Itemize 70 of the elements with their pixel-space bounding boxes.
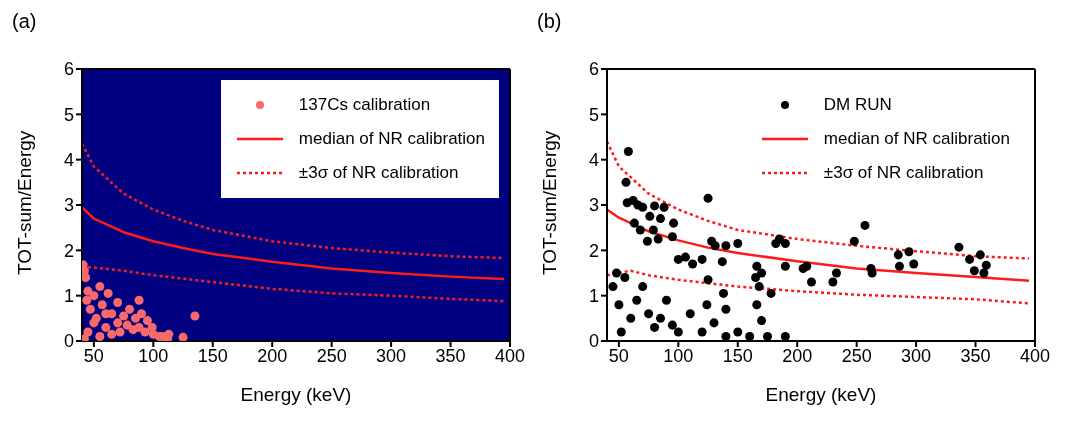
- point: [82, 273, 91, 283]
- x-axis-title: Energy (keV): [765, 384, 877, 405]
- y-tick-label: 3: [588, 195, 599, 216]
- point: [190, 311, 200, 321]
- y-tick-label: 1: [588, 286, 599, 307]
- point: [134, 295, 144, 305]
- point: [115, 327, 125, 337]
- point: [125, 304, 135, 314]
- x-tick-label: 50: [83, 345, 104, 366]
- point: [95, 331, 105, 341]
- y-tick-label: 0: [63, 331, 74, 352]
- x-tick-label: 200: [782, 345, 813, 366]
- x-tick-label: 100: [138, 345, 169, 366]
- point: [83, 286, 93, 296]
- y-tick-label: 2: [63, 240, 74, 261]
- x-tick-label: 200: [257, 345, 288, 366]
- x-tick-label: 400: [494, 345, 526, 366]
- legend-label: median of NR calibration: [823, 129, 1010, 149]
- point: [113, 297, 123, 307]
- point: [164, 329, 174, 339]
- x-tick-label: 350: [960, 345, 991, 366]
- x-tick-label: 300: [901, 345, 932, 366]
- y-tick-label: 5: [588, 104, 599, 125]
- y-tick-label: 3: [63, 195, 74, 216]
- point: [97, 300, 107, 310]
- x-tick-label: 250: [316, 345, 347, 366]
- y-tick-label: 0: [588, 331, 599, 352]
- y-tick-label: 5: [63, 104, 74, 125]
- point: [136, 309, 146, 319]
- y-axis-title: TOT-sum/Energy: [13, 130, 35, 275]
- point: [82, 295, 92, 305]
- point: [85, 304, 95, 314]
- chart-title: (b): [537, 10, 562, 33]
- chart-title: (a): [12, 10, 37, 33]
- y-tick-label: 2: [588, 240, 599, 261]
- line-series: [82, 206, 506, 281]
- legend-label: 137Cs calibration: [298, 95, 431, 115]
- y-tick-label: 4: [588, 150, 599, 171]
- point: [89, 291, 99, 301]
- point: [107, 329, 117, 339]
- point: [140, 327, 150, 337]
- x-tick-label: 150: [722, 345, 753, 366]
- y-tick-label: 6: [588, 59, 599, 80]
- x-tick-label: 350: [435, 345, 466, 366]
- x-tick-label: 250: [841, 345, 872, 366]
- x-tick-label: 150: [197, 345, 228, 366]
- line-series: [607, 269, 1031, 305]
- point: [142, 316, 152, 326]
- x-tick-label: 300: [376, 345, 407, 366]
- point: [130, 313, 141, 323]
- legend-label: ±3σ of NR calibration: [823, 163, 984, 183]
- point: [101, 322, 111, 332]
- x-tick-label: 100: [663, 345, 694, 366]
- point: [113, 318, 123, 328]
- point: [103, 288, 113, 298]
- legend-label: DM RUN: [823, 95, 892, 115]
- line-series: [607, 208, 1031, 282]
- legend-label: ±3σ of NR calibration: [298, 163, 459, 183]
- point: [178, 332, 188, 341]
- point: [89, 318, 99, 328]
- legend-label: median of NR calibration: [298, 129, 485, 149]
- x-tick-label: 50: [608, 345, 629, 366]
- y-tick-label: 6: [63, 59, 74, 80]
- x-tick-label: 400: [1019, 345, 1051, 366]
- y-axis-title: TOT-sum/Energy: [538, 130, 560, 275]
- y-tick-label: 4: [63, 150, 74, 171]
- y-tick-label: 1: [63, 286, 74, 307]
- point: [119, 311, 129, 321]
- x-axis-title: Energy (keV): [240, 384, 352, 405]
- point: [95, 282, 105, 292]
